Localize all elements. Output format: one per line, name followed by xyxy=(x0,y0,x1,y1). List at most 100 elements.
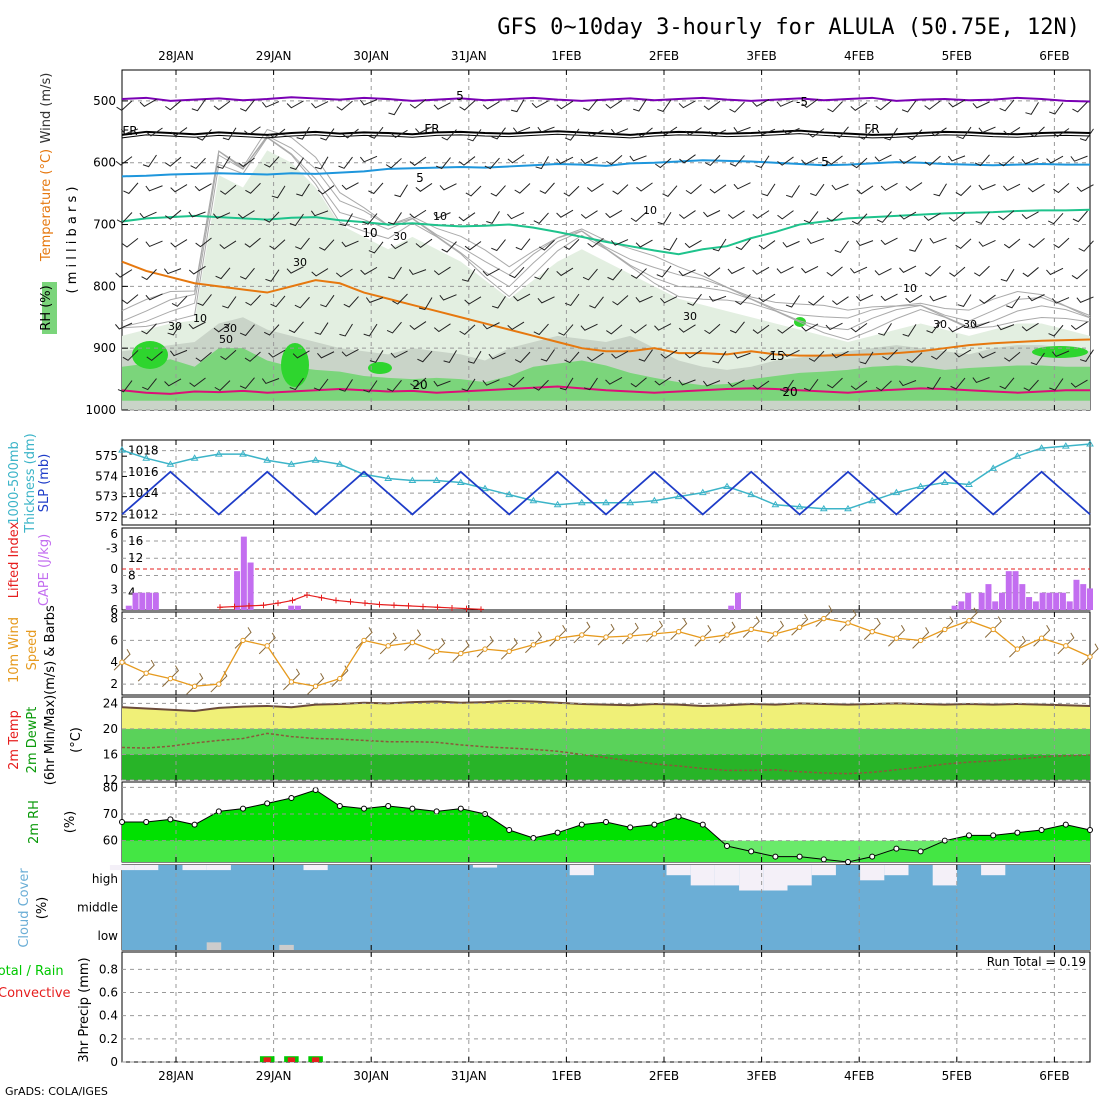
wind-barb xyxy=(215,267,231,280)
rh-contour-label: 10 xyxy=(193,312,207,325)
li-point xyxy=(405,602,412,609)
wind-barb xyxy=(654,376,672,386)
wind-barb xyxy=(190,157,206,170)
isotherm-line xyxy=(121,260,1091,357)
wind-barb xyxy=(610,239,629,246)
wind-barb xyxy=(320,294,335,308)
wind-barb xyxy=(418,297,433,311)
wind-barb xyxy=(712,238,727,252)
precip-convective-bar xyxy=(311,1057,320,1062)
li-point xyxy=(289,597,296,604)
cloud-level-label: low xyxy=(98,929,119,943)
wind-barb xyxy=(685,184,702,195)
wind-barb xyxy=(899,211,917,220)
wind-barb xyxy=(222,127,237,141)
cloud-high-gap xyxy=(182,865,207,871)
wind-barb xyxy=(826,155,843,165)
wind-barb xyxy=(341,348,359,357)
wind-barb xyxy=(1025,102,1039,115)
wind-barb xyxy=(355,627,373,649)
wind-barb xyxy=(307,673,325,695)
wind-barb xyxy=(909,238,923,252)
wind-barb xyxy=(767,620,785,643)
wind-barb xyxy=(1071,269,1088,280)
wind-barb xyxy=(141,269,157,281)
wind-barb xyxy=(171,295,188,307)
thickness-point xyxy=(674,492,683,500)
thickness-point xyxy=(626,498,635,506)
wind-barb xyxy=(320,128,335,141)
wind-barb xyxy=(163,268,182,275)
legend-total-rain: Total / Rain xyxy=(0,964,64,979)
wind-speed-point xyxy=(579,632,585,638)
wind-barb xyxy=(972,101,990,109)
wind-barb xyxy=(660,296,678,304)
wind-barb xyxy=(1070,379,1088,388)
run-total-label: Run Total = 0.19 xyxy=(987,955,1086,969)
wind-barb xyxy=(801,323,819,332)
wind-barb xyxy=(121,238,139,248)
wind-barb xyxy=(116,212,133,224)
cape-bar xyxy=(152,592,159,610)
wind-barb xyxy=(678,100,696,109)
y-tick-label: 8 xyxy=(110,612,118,626)
bottom-date-label: 31JAN xyxy=(451,1069,487,1083)
wind-barb xyxy=(912,627,930,649)
wind-barb xyxy=(863,618,881,641)
wind-barb xyxy=(678,269,696,277)
y-axis-label-minmax: (6hr Min/Max) xyxy=(43,695,58,785)
y-tick-label: 80 xyxy=(103,780,118,794)
wind-barb xyxy=(197,294,212,306)
wind-barb xyxy=(115,269,133,278)
thickness-point xyxy=(844,504,852,512)
rh-contour-label: 30 xyxy=(963,318,977,331)
wind-barb xyxy=(638,349,653,362)
wind-barb xyxy=(678,324,696,333)
wind-barb xyxy=(1079,128,1094,142)
y-axis-label-cape: CAPE (J/kg) xyxy=(37,534,52,606)
y-axis-label-thickness-unit: Thickness (dm) xyxy=(23,433,38,533)
wind-barb xyxy=(1049,378,1064,391)
wind-barb xyxy=(1076,296,1094,303)
wind-barb xyxy=(782,127,800,135)
y-tick-label-right: 1018 xyxy=(128,444,159,458)
rh2-point xyxy=(191,821,198,828)
wind-barb xyxy=(139,211,157,219)
wind-barb xyxy=(777,156,794,166)
wind-barb xyxy=(234,627,252,649)
wind-speed-point xyxy=(796,624,803,630)
wind-barb xyxy=(607,268,623,281)
cloud-high-gap xyxy=(860,865,885,881)
wind-barb xyxy=(979,294,996,304)
thickness-point xyxy=(432,476,441,483)
wind-barb xyxy=(586,183,604,193)
wind-barb xyxy=(482,268,500,277)
wind-barb xyxy=(189,377,206,388)
thickness-point xyxy=(384,474,393,481)
rh2-point xyxy=(288,795,295,801)
wind-barb xyxy=(564,128,580,141)
wind-barb xyxy=(709,129,727,137)
y-tick-label: 6 xyxy=(110,603,118,617)
y-axis-label-10m-wind: 10m Wind xyxy=(7,617,22,683)
wind-barb xyxy=(948,212,966,222)
rh2-point xyxy=(264,800,271,807)
wind-barb xyxy=(785,185,800,198)
rh2-point xyxy=(917,848,924,855)
bottom-date-label: 30JAN xyxy=(353,1069,389,1083)
li-point xyxy=(376,601,383,608)
wind-barb xyxy=(1029,126,1045,138)
wind-barb xyxy=(610,128,629,135)
wind-barb xyxy=(195,237,212,248)
thickness-point xyxy=(940,478,949,485)
y-tick-label-right: 12 xyxy=(128,551,143,565)
rh2-point xyxy=(530,835,537,841)
wind-barb xyxy=(368,182,384,195)
wind-barb xyxy=(556,209,574,218)
cape-bar xyxy=(999,592,1005,610)
wind-speed-point xyxy=(1038,635,1045,641)
y-axis-label-temperature: Temperature (°C) xyxy=(39,149,54,262)
wind-barb xyxy=(633,98,647,112)
wind-barb xyxy=(955,238,972,250)
cape-bar xyxy=(288,605,295,610)
